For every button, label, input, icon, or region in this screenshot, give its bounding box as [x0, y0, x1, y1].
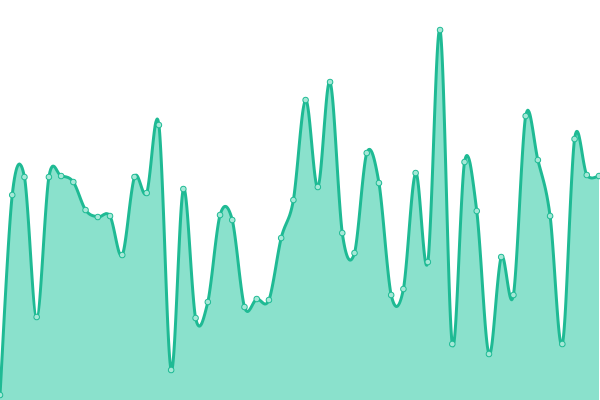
- data-point: [8, 191, 16, 199]
- data-point: [0, 391, 4, 399]
- data-point: [155, 121, 163, 129]
- data-point: [363, 149, 371, 157]
- data-point: [351, 249, 358, 257]
- data-point: [131, 173, 138, 181]
- data-point: [497, 253, 505, 261]
- data-point: [522, 112, 529, 120]
- data-point: [192, 314, 199, 322]
- data-point: [461, 158, 468, 166]
- data-point: [436, 26, 444, 34]
- data-point: [253, 295, 261, 303]
- data-point: [290, 196, 297, 204]
- data-point: [241, 303, 248, 311]
- data-point: [338, 229, 346, 237]
- data-point: [94, 213, 102, 221]
- data-point: [118, 251, 126, 259]
- data-point: [485, 350, 493, 358]
- data-point: [277, 234, 285, 242]
- data-point: [45, 173, 53, 181]
- data-point: [204, 298, 212, 306]
- data-point: [314, 183, 322, 191]
- data-point: [400, 285, 407, 293]
- data-point: [510, 291, 517, 299]
- data-point: [473, 207, 481, 215]
- data-point: [546, 212, 554, 220]
- data-point: [57, 172, 65, 180]
- data-point: [449, 340, 456, 348]
- data-point: [583, 171, 591, 179]
- data-point: [143, 189, 150, 197]
- data-point: [216, 211, 224, 219]
- data-point: [82, 206, 89, 214]
- data-point: [595, 172, 600, 180]
- data-point: [106, 212, 114, 220]
- data-point: [228, 216, 236, 224]
- data-point: [167, 366, 175, 374]
- data-point: [180, 185, 187, 193]
- data-point: [424, 258, 432, 266]
- data-point: [302, 96, 309, 104]
- data-point: [326, 78, 334, 86]
- data-point: [265, 296, 273, 304]
- data-point: [534, 156, 542, 164]
- data-point: [412, 169, 419, 177]
- data-point: [21, 173, 28, 181]
- data-point: [387, 291, 395, 299]
- data-point: [559, 340, 566, 348]
- data-point: [70, 178, 77, 186]
- data-point: [33, 313, 40, 321]
- data-point: [375, 179, 383, 187]
- data-point: [571, 135, 578, 143]
